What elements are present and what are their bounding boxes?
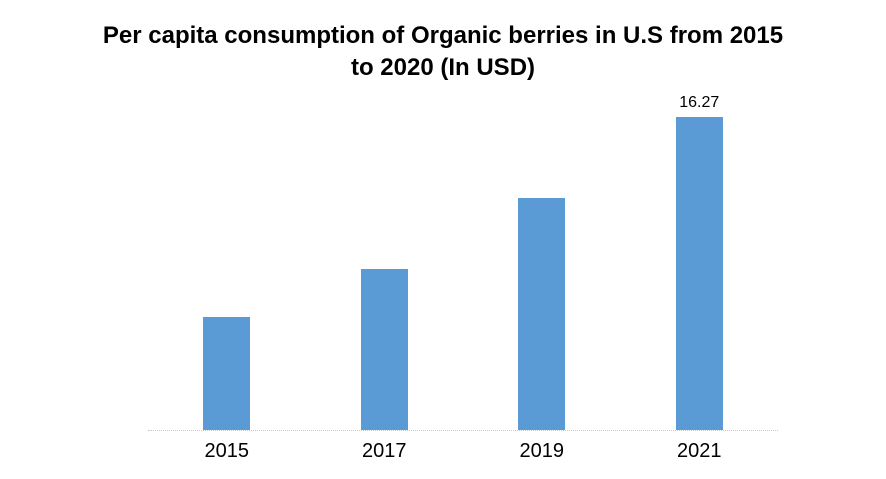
x-axis-tick-label: 2019: [519, 440, 565, 462]
bar-column: [148, 90, 306, 430]
bar-column: 16.27: [621, 90, 779, 430]
bar: [675, 117, 723, 430]
x-axis-tick-label: 2015: [204, 440, 250, 462]
x-axis-tick-label: 2021: [677, 440, 722, 462]
bar-data-label: 16.27: [679, 94, 720, 111]
bar-column: [463, 90, 621, 430]
bar: [203, 317, 251, 430]
x-axis-labels: 2015 2017 2019 2021: [148, 440, 778, 463]
chart-title: Per capita consumption of Organic berrie…: [102, 22, 784, 82]
x-axis-tick-label: 2017: [362, 440, 407, 462]
x-axis-line: [148, 430, 778, 431]
bar-column: [306, 90, 464, 430]
bar: [360, 269, 408, 430]
plot-area: 16.27: [148, 90, 778, 430]
bar: [518, 198, 566, 430]
